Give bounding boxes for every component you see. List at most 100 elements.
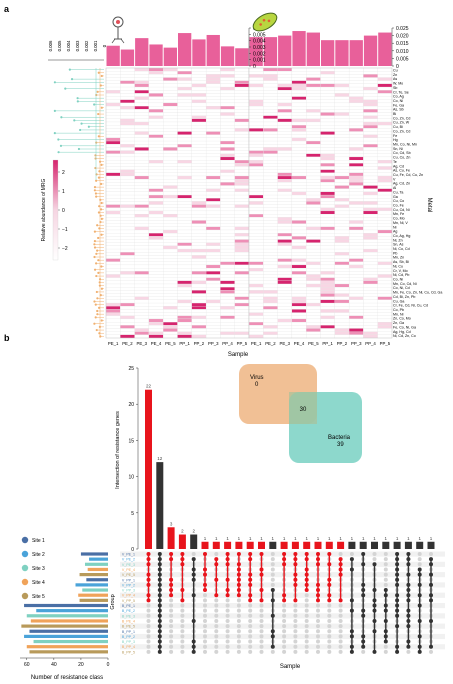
heatmap-cell [377,105,393,110]
top-bar [178,33,192,66]
top-axis-tick-label: 0.020 [396,34,409,40]
matrix-dot [214,649,219,654]
heatmap-cell [177,325,192,329]
heatmap-cell [263,156,278,161]
heatmap-cell [191,217,207,221]
legend-tick-label: 2 [62,170,65,176]
metal-label: Ga [393,195,398,199]
heatmap-cell [248,144,264,148]
heatmap-cell [205,331,221,335]
heatmap-cell [234,258,250,262]
heatmap-cell [277,121,293,126]
matrix-dot [146,639,151,644]
heatmap-cell [105,306,121,310]
dendrogram-node [100,74,103,78]
heatmap-cell [377,153,393,158]
heatmap-cell [377,71,393,75]
heatmap-cell [220,312,235,316]
heatmap-cell [205,248,221,253]
heatmap-cell [220,112,235,116]
heatmap-cell [263,201,278,205]
heatmap-cell [105,115,121,119]
heatmap-cell [105,261,121,266]
heatmap-cell [177,258,192,262]
heatmap-cell [205,144,221,148]
heatmap-cell [220,293,235,297]
heatmap-cell [320,217,335,221]
heatmap-cell [163,125,178,129]
heatmap-cell [377,220,393,224]
heatmap-cell [177,156,192,161]
heatmap-cell [377,147,393,151]
matrix-dot [214,634,219,639]
heatmap-cell [248,258,264,262]
heatmap-cell [163,112,178,116]
heatmap-cell [263,321,278,326]
heatmap-cell [363,191,378,196]
heatmap-cell [306,248,321,253]
heatmap-cell [163,115,178,119]
heatmap-cell [234,236,250,240]
dendrogram-node [94,316,97,319]
heatmap-cell [191,299,207,304]
heatmap-cell [377,67,393,72]
upset-bar-label: 1 [418,536,421,541]
heatmap-cell [205,109,221,113]
heatmap-cell [377,112,393,116]
heatmap-cell [205,159,221,164]
heatmap-cell [320,67,335,72]
heatmap-cell [234,188,250,193]
matrix-dot [293,624,298,629]
heatmap-cell [134,83,150,88]
dendrogram-node [97,71,100,74]
heatmap-cell [105,137,121,142]
heatmap-cell [291,299,307,304]
heatmap-cell [348,293,364,297]
heatmap-cell [334,105,350,110]
matrix-dot [225,644,230,649]
heatmap-cell [320,198,335,202]
bacteria-heatmap-xlabels: PE_1 PE_2 PE_3 PE_4 PE_5 PP_1 PP_2 PP_3 PP_4 PP_5 [251,341,391,346]
heatmap-cell [306,245,321,250]
heatmap-cell [134,191,150,196]
heatmap-cell [191,306,207,310]
heatmap-cell [334,271,350,275]
upset-bar [382,541,390,549]
heatmap-cell [105,131,121,135]
dendrogram-node [100,287,104,290]
heatmap-cell [263,280,278,285]
heatmap-cell [291,283,307,288]
heatmap-cell [291,290,307,294]
heatmap-cell [234,172,250,177]
heatmap-cell [205,67,221,72]
heatmap-cell [263,169,278,173]
heatmap-cell [334,267,350,272]
heatmap-cell [177,102,192,107]
heatmap-cell [163,328,178,332]
heatmap-cell [291,204,307,208]
heatmap-cell [234,140,250,145]
heatmap-cell [220,239,235,243]
matrix-dot [282,639,287,644]
metal-label: Cr, Fe, Cd, Ni, Cu, Cd [393,304,428,308]
heatmap-cell [120,223,135,227]
heatmap-cell [291,242,307,247]
matrix-dot [214,644,219,649]
heatmap-cell [148,144,164,148]
matrix-dot [236,603,241,608]
heatmap-cell [263,194,278,199]
heatmap-cell [291,188,307,193]
heatmap-cell [191,302,207,307]
metal-label: Mn, Zn [393,256,404,260]
heatmap-cell [291,233,307,237]
set-size-bars [21,552,109,654]
heatmap-cell [348,223,364,227]
heatmap-cell [163,233,178,237]
heatmap-cell [334,137,350,142]
matrix-dot [316,634,320,639]
matrix-dot [248,618,253,623]
heatmap-cell [205,74,221,78]
heatmap-cell [191,118,207,123]
heatmap-cell [277,90,293,94]
heatmap-cell [205,255,221,259]
